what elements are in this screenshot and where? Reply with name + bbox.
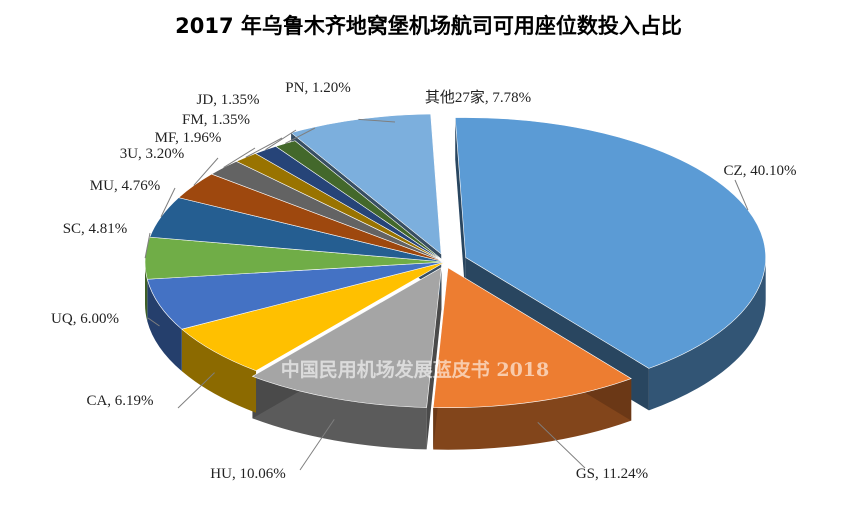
slice-label-PN: PN, 1.20% [285,80,350,96]
slice-label-CA: CA, 6.19% [86,393,153,409]
slice-label-3U: 3U, 3.20% [120,146,185,162]
slice-cut-HU-0 [426,267,442,450]
leader-line-3U [193,157,219,186]
slice-label-GS: GS, 11.24% [576,466,648,482]
leader-line-其他27家 [358,118,396,123]
slice-label-其他27家: 其他27家, 7.78% [425,89,531,106]
slice-CA [181,261,446,372]
slice-side-CZ [648,257,766,411]
slice-tops [144,113,766,409]
leader-line-CA [177,372,215,409]
leader-line-CZ [734,179,749,211]
leader-line-HU [299,419,335,471]
slice-HU [251,267,442,408]
slice-label-HU: HU, 10.06% [210,466,285,482]
leader-line-SC [144,232,151,259]
slice-cut-CZ-0 [455,117,466,300]
leader-line-MF [223,147,256,168]
watermark-text: 中国民用机场发展蓝皮书 2018 [281,358,550,381]
slice-labels: CZ, 40.10% GS, 11.24% HU, 10.06% CA, 6.19% U… [51,80,796,482]
leader-line-GS [537,421,586,469]
slice-GS [432,267,632,409]
slice-label-FM: FM, 1.35% [182,112,250,128]
chart-title: 2017 年乌鲁木齐地窝堡机场航司可用座位数投入占比 [175,14,682,38]
leader-line-PN [285,127,316,144]
slice-side-CA [181,329,257,413]
slice-label-CZ: CZ, 40.10% [724,163,797,179]
slice-label-JD: JD, 1.35% [197,92,260,108]
leader-line-FM [245,137,283,158]
slice-side-SC [145,262,148,322]
leader-line-MU [160,187,176,218]
slice-label-MU: MU, 4.76% [90,178,160,194]
leader-lines [144,118,749,471]
slice-label-SC: SC, 4.81% [63,221,128,237]
slice-side-HU [252,376,427,450]
slice-side-UQ [147,279,182,372]
leader-line-JD [265,129,297,151]
leader-line-UQ [147,317,160,327]
slice-side-GS [433,378,632,450]
slice-label-MF: MF, 1.96% [155,130,222,146]
slice-label-UQ: UQ, 6.00% [51,311,119,327]
